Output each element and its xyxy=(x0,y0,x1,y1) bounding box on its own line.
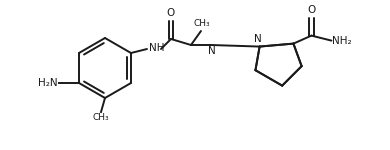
Text: O: O xyxy=(307,5,316,15)
Text: N: N xyxy=(208,46,216,56)
Text: NH: NH xyxy=(149,43,165,53)
Text: H₂N: H₂N xyxy=(38,78,58,88)
Text: CH₃: CH₃ xyxy=(93,113,109,122)
Text: CH₃: CH₃ xyxy=(194,19,210,28)
Text: NH₂: NH₂ xyxy=(332,36,352,46)
Text: O: O xyxy=(167,8,175,18)
Text: N: N xyxy=(254,34,261,44)
